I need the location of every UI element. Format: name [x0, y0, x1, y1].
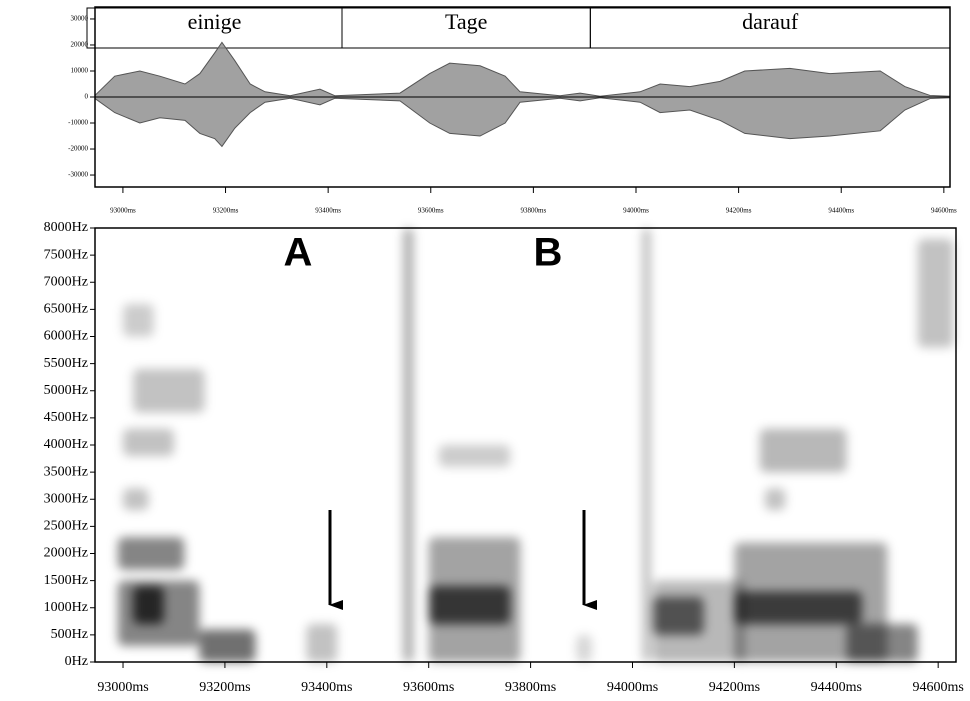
y-tick-label: 20000	[71, 41, 89, 49]
y-tick-label: 3000Hz	[44, 491, 88, 506]
energy-cell	[765, 488, 785, 510]
energy-cell	[123, 304, 154, 337]
waveform-envelope	[95, 42, 950, 146]
x-tick-label: 93600ms	[403, 680, 454, 695]
word-label: einige	[188, 9, 242, 34]
energy-cell	[918, 239, 954, 348]
energy-cell	[133, 369, 204, 412]
y-tick-label: 2500Hz	[44, 519, 88, 534]
energy-cell	[643, 228, 651, 662]
energy-cell	[199, 629, 255, 662]
y-tick-label: 5000Hz	[44, 383, 88, 398]
y-tick-label: 4500Hz	[44, 410, 88, 425]
y-tick-label: 6500Hz	[44, 302, 88, 317]
x-tick-label: 94400ms	[828, 207, 854, 215]
energy-cell	[439, 445, 510, 467]
x-tick-label: 93000ms	[97, 680, 148, 695]
x-tick-label: 93400ms	[315, 207, 341, 215]
y-tick-label: -10000	[68, 119, 88, 127]
word-label: Tage	[445, 9, 487, 34]
x-tick-label: 93800ms	[505, 680, 556, 695]
page: {"chart_data": [ {"type": "area", "x": […	[0, 0, 970, 701]
spectrogram	[118, 228, 954, 662]
y-tick-label: 2000Hz	[44, 546, 88, 561]
energy-cell	[653, 597, 704, 635]
energy-cell	[846, 624, 917, 662]
y-tick-label: 30000	[71, 15, 89, 23]
y-tick-label: 6000Hz	[44, 329, 88, 344]
y-tick-label: 10000	[71, 67, 89, 75]
y-tick-label: 7500Hz	[44, 247, 88, 262]
y-tick-label: 0	[85, 93, 89, 101]
energy-cell	[123, 488, 148, 510]
energy-cell	[133, 586, 164, 624]
x-tick-label: 94600ms	[912, 680, 963, 695]
y-tick-label: 500Hz	[51, 627, 88, 642]
y-tick-label: 1000Hz	[44, 600, 88, 615]
x-tick-label: 94200ms	[726, 207, 752, 215]
x-tick-label: 94200ms	[709, 680, 760, 695]
y-tick-label: -30000	[68, 171, 88, 179]
y-tick-label: 3500Hz	[44, 464, 88, 479]
word-label: darauf	[742, 9, 799, 34]
x-tick-label: 94000ms	[623, 207, 649, 215]
x-tick-label: 93000ms	[110, 207, 136, 215]
energy-cell	[576, 635, 591, 662]
figure: einige Tage darauf -30000 -20000 -10000 0 10000…	[0, 0, 970, 701]
y-tick-label: 5500Hz	[44, 356, 88, 371]
x-tick-label: 94600ms	[931, 207, 957, 215]
x-tick-label: 93400ms	[301, 680, 352, 695]
x-tick-label: 93200ms	[199, 680, 250, 695]
energy-cell	[429, 586, 511, 624]
annotation: B	[534, 231, 563, 275]
y-tick-label: -20000	[68, 145, 88, 153]
x-tick-label: 94400ms	[811, 680, 862, 695]
energy-cell	[403, 228, 413, 662]
y-tick-label: 0Hz	[65, 654, 88, 669]
y-tick-label: 7000Hz	[44, 274, 88, 289]
energy-cell	[118, 537, 184, 570]
x-tick-label: 93600ms	[418, 207, 444, 215]
y-tick-label: 1500Hz	[44, 573, 88, 588]
plots: einige Tage darauf -30000 -20000 -10000 0 10000…	[44, 7, 964, 695]
energy-cell	[123, 429, 174, 456]
x-tick-label: 93200ms	[213, 207, 239, 215]
energy-cell	[734, 591, 861, 624]
y-tick-label: 4000Hz	[44, 437, 88, 452]
energy-cell	[306, 624, 337, 662]
annotation: A	[284, 231, 313, 275]
x-tick-label: 94000ms	[607, 680, 658, 695]
energy-cell	[760, 429, 847, 472]
x-tick-label: 93800ms	[521, 207, 547, 215]
y-tick-label: 8000Hz	[44, 220, 88, 235]
